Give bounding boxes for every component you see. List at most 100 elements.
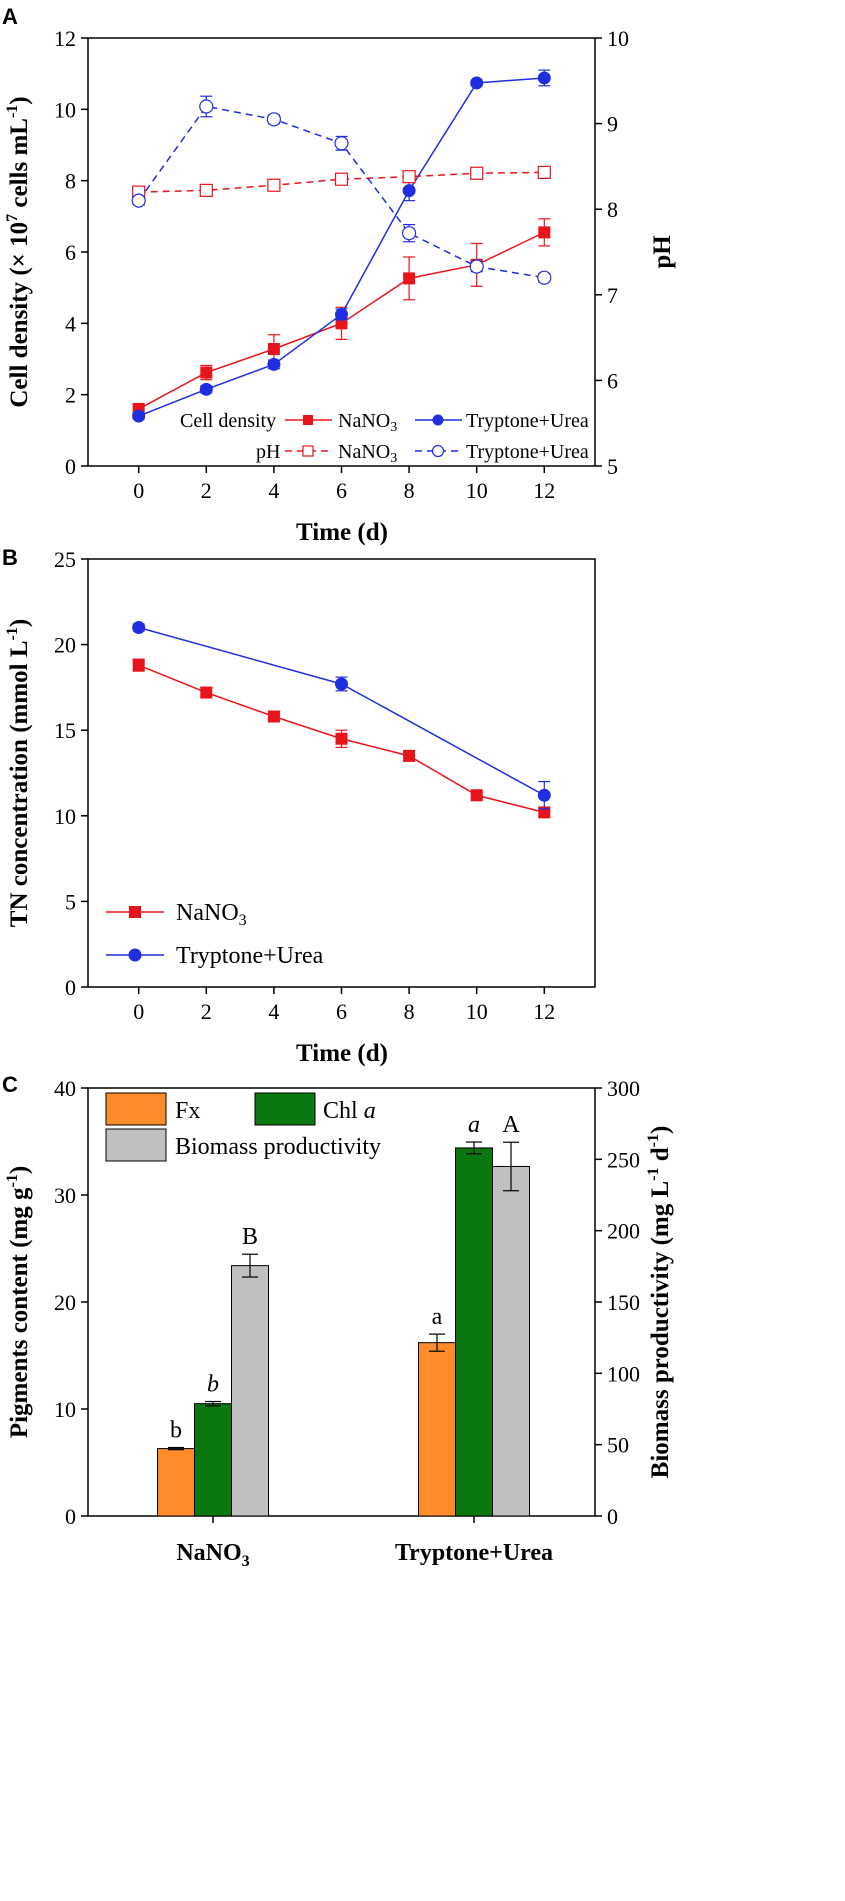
x-tick-label: 2 xyxy=(201,478,212,503)
data-point xyxy=(199,99,214,114)
data-point xyxy=(402,226,417,241)
y-right-tick-label: 8 xyxy=(607,197,618,222)
legend-c-biomass-swatch xyxy=(105,1128,167,1162)
y-right-tick-label: 150 xyxy=(607,1290,640,1315)
x-tick-label: 6 xyxy=(336,999,347,1024)
y-left-tick-label: 20 xyxy=(54,1290,76,1315)
legend-b-tu-text: Tryptone+Urea xyxy=(176,943,324,969)
data-point xyxy=(132,409,146,423)
legend-c-fx-text: Fx xyxy=(175,1098,200,1124)
data-point xyxy=(470,789,483,802)
data-point xyxy=(537,788,551,802)
data-point xyxy=(402,170,416,184)
data-point xyxy=(335,732,348,745)
legend-c-biomass-text: Biomass productivity xyxy=(175,1134,381,1160)
x-tick-label: 0 xyxy=(133,478,144,503)
y-right-tick-label: 250 xyxy=(607,1147,640,1172)
y-left-tick-label: 0 xyxy=(65,1504,76,1529)
series-line xyxy=(138,105,545,279)
data-point xyxy=(266,112,281,127)
legend-b-nano3-text: NaNO3 xyxy=(176,900,247,929)
y-tick-label: 25 xyxy=(54,547,76,572)
data-point xyxy=(537,270,552,285)
panel-b-y-title: TN concentration (mmol L-1) xyxy=(4,619,33,927)
significance-letter: A xyxy=(502,1112,520,1138)
legend-a-nano3-marker xyxy=(303,415,313,425)
legend-c-chl-swatch xyxy=(254,1092,316,1126)
bar xyxy=(418,1342,456,1517)
y-right-tick-label: 100 xyxy=(607,1361,640,1386)
panel-a-y-left-title: Cell density (× 107 cells mL-1) xyxy=(4,96,33,407)
data-point xyxy=(132,659,145,672)
bar xyxy=(157,1448,195,1517)
data-point xyxy=(199,183,213,197)
series-line xyxy=(138,77,545,417)
legend-a-tu-marker xyxy=(432,414,444,426)
panel-c-letter: C xyxy=(2,1072,18,1097)
data-point xyxy=(403,749,416,762)
panel-b: B 0 2 4 6 8 10 12 0 5 10 15 20 25 TN concentration (… xyxy=(2,545,596,1067)
y-right-tick-label: 0 xyxy=(607,1504,618,1529)
panel-b-x-title: Time (d) xyxy=(296,1040,388,1067)
significance-letter: b xyxy=(170,1418,182,1444)
y-right-tick-label: 5 xyxy=(607,454,618,479)
y-right-tick-label: 10 xyxy=(607,26,629,51)
significance-letter: a xyxy=(432,1304,443,1330)
panel-b-series xyxy=(132,620,551,819)
x-tick-label: 6 xyxy=(336,478,347,503)
panel-c-y-left-title: Pigments content (mg g-1) xyxy=(4,1166,33,1438)
y-left-tick-label: 12 xyxy=(54,26,76,51)
panel-c-y-right-title: Biomass productivity (mg L-1 d-1) xyxy=(645,1126,674,1479)
bar xyxy=(194,1403,232,1517)
data-point xyxy=(335,677,348,691)
panel-a: A 0 2 4 6 8 10 12 0 2 4 6 8 10 12 5 6 7 8 9 10 Cell density… xyxy=(2,4,676,546)
panel-a-legend: Cell density NaNO3 Tryptone+Urea pH NaNO… xyxy=(180,410,589,466)
data-point xyxy=(470,76,484,90)
y-left-tick-label: 6 xyxy=(65,240,76,265)
y-left-tick-label: 8 xyxy=(65,169,76,194)
significance-letter: b xyxy=(207,1372,219,1398)
y-right-tick-label: 9 xyxy=(607,112,618,137)
data-point xyxy=(267,343,280,356)
data-point xyxy=(538,226,551,239)
legend-a-ph-tu-marker xyxy=(431,444,445,458)
y-left-tick-label: 2 xyxy=(65,383,76,408)
y-tick-label: 5 xyxy=(65,889,76,914)
panel-a-plot-frame xyxy=(87,37,596,467)
y-tick-label: 10 xyxy=(54,804,76,829)
data-point xyxy=(537,71,551,85)
panel-b-legend: NaNO3 Tryptone+Urea xyxy=(106,900,324,969)
legend-c-fx-swatch xyxy=(105,1092,167,1126)
x-tick-label: 8 xyxy=(404,478,415,503)
y-left-tick-label: 4 xyxy=(65,311,76,336)
data-point xyxy=(402,184,416,198)
data-point xyxy=(403,272,416,285)
y-right-tick-label: 6 xyxy=(607,368,618,393)
legend-a-cell-density-label: Cell density xyxy=(180,410,276,432)
legend-a-ph-nano3-marker xyxy=(302,445,314,457)
bar xyxy=(455,1147,493,1517)
data-point xyxy=(335,307,348,321)
data-point xyxy=(267,710,280,723)
y-tick-label: 0 xyxy=(65,975,76,1000)
data-point xyxy=(470,166,484,180)
legend-a-ph-nano3-text: NaNO3 xyxy=(338,441,397,466)
y-right-tick-label: 200 xyxy=(607,1219,640,1244)
panel-b-plot-frame xyxy=(87,558,596,988)
data-point xyxy=(200,686,213,699)
legend-a-ph-tu-text: Tryptone+Urea xyxy=(466,441,589,463)
panel-a-x-title: Time (d) xyxy=(296,519,388,546)
panel-a-ticks: 0 2 4 6 8 10 12 0 2 4 6 8 10 12 5 6 7 8 9 10 xyxy=(54,26,629,503)
legend-a-tu-text: Tryptone+Urea xyxy=(466,410,589,432)
series-line xyxy=(138,626,545,796)
y-right-tick-label: 300 xyxy=(607,1076,640,1101)
x-tick-label: 12 xyxy=(533,478,555,503)
panel-a-letter: A xyxy=(2,4,18,29)
panel-a-series xyxy=(131,69,552,423)
data-point xyxy=(131,193,146,208)
data-point xyxy=(267,178,281,192)
x-tick-label: 10 xyxy=(466,999,488,1024)
significance-letter: a xyxy=(468,1112,480,1138)
category-label-nano3: NaNO3 xyxy=(176,1540,249,1570)
